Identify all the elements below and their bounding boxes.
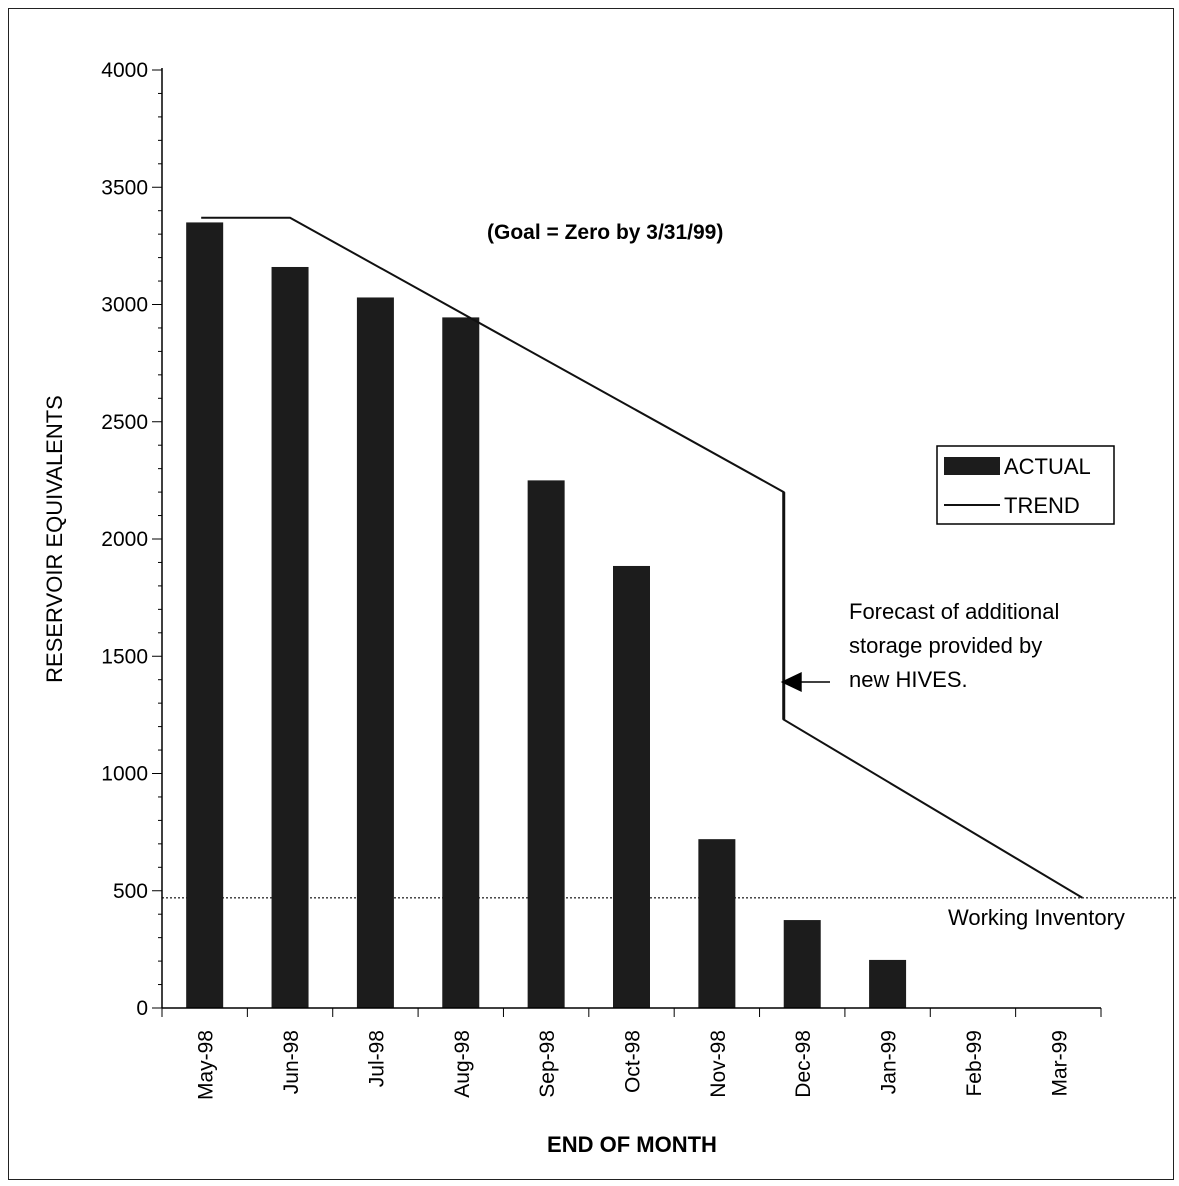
working-inventory-label: Working Inventory	[948, 905, 1125, 930]
y-tick-label: 1000	[101, 763, 148, 786]
y-tick-label: 3000	[101, 294, 148, 317]
y-tick-label: 500	[113, 880, 148, 903]
x-tick-label: May-98	[195, 1030, 218, 1100]
bar	[869, 959, 907, 1008]
y-tick-label: 1500	[101, 645, 148, 668]
forecast-annotation-line-3: new HIVES.	[849, 667, 968, 692]
bar	[442, 317, 480, 1009]
bar-series-actual	[186, 222, 907, 1009]
y-tick-label: 3500	[101, 176, 148, 199]
bar	[613, 565, 650, 1008]
bar	[271, 266, 309, 1009]
x-axis-title: END OF MONTH	[547, 1132, 717, 1157]
forecast-annotation-line-2: storage provided by	[849, 633, 1042, 658]
y-axis-ticks: 0 500 1000 1500 2000 2500 3000 3500 4000	[101, 59, 162, 1020]
x-tick-label: Jun-98	[280, 1030, 303, 1094]
x-tick-label: Mar-99	[1048, 1030, 1071, 1097]
x-tick-label: Dec-98	[792, 1030, 815, 1098]
legend-swatch-actual	[944, 457, 1000, 475]
bar	[527, 480, 565, 1008]
x-tick-label: Feb-99	[963, 1030, 986, 1097]
axes	[161, 68, 1101, 1009]
bar	[186, 222, 224, 1009]
x-tick-label: Nov-98	[707, 1030, 730, 1098]
y-tick-label: 4000	[101, 59, 148, 82]
bar	[698, 839, 736, 1008]
forecast-annotation: Forecast of additional storage provided …	[849, 599, 1059, 692]
bar	[783, 920, 821, 1008]
y-tick-label: 2500	[101, 411, 148, 434]
x-axis-ticks: May-98 Jun-98 Jul-98 Aug-98 Sep-98 Oct-98 Nov-…	[161, 1008, 1102, 1100]
x-tick-label: Oct-98	[622, 1030, 645, 1093]
x-tick-label: Jan-99	[878, 1030, 901, 1094]
x-tick-label: Sep-98	[536, 1030, 559, 1098]
x-tick-label: Jul-98	[365, 1030, 388, 1087]
chart-frame	[8, 8, 1174, 1180]
y-tick-label: 2000	[101, 528, 148, 551]
legend-label-actual: ACTUAL	[1004, 454, 1091, 479]
legend-label-trend: TREND	[1004, 493, 1080, 518]
forecast-arrow	[780, 672, 830, 693]
legend: ACTUAL TREND	[936, 445, 1115, 525]
y-axis-title: RESERVOIR EQUIVALENTS	[42, 395, 67, 683]
goal-annotation: (Goal = Zero by 3/31/99)	[487, 221, 723, 244]
x-tick-label: Aug-98	[451, 1030, 474, 1098]
forecast-annotation-line-1: Forecast of additional	[849, 599, 1059, 624]
y-tick-label: 0	[136, 997, 148, 1020]
forecast-arrow-head	[780, 672, 802, 693]
bar	[356, 297, 394, 1009]
